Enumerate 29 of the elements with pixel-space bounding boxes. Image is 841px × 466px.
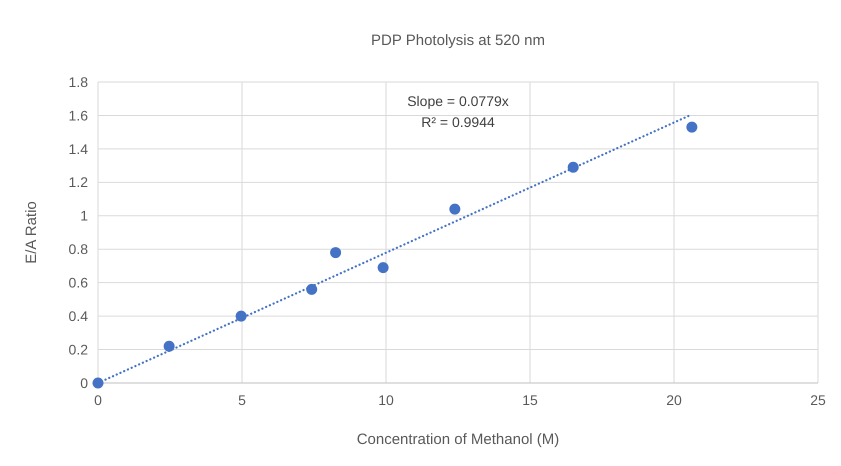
y-tick-label: 1.4 — [68, 140, 88, 157]
y-tick-label: 0.2 — [68, 341, 88, 358]
y-axis-title: E/A Ratio — [23, 201, 40, 264]
x-tick-label: 0 — [94, 392, 102, 408]
point — [378, 262, 389, 274]
y-tick-label: 1.2 — [68, 174, 88, 190]
x-tick-label: 10 — [378, 392, 394, 408]
x-tick-label: 5 — [238, 392, 246, 408]
x-tick-label: 15 — [522, 392, 538, 408]
annotation: Slope = 0.0779x — [407, 93, 509, 109]
x-axis-title: Concentration of Methanol (M) — [356, 431, 560, 448]
point — [449, 204, 460, 215]
y-tick-label: 0 — [80, 374, 88, 391]
point — [330, 247, 342, 258]
x-tick-label: 20 — [666, 392, 682, 408]
x-tick-label: 25 — [810, 392, 826, 408]
y-tick-label: 0.4 — [68, 308, 88, 324]
y-tick-label: 1.6 — [68, 107, 88, 124]
point — [236, 310, 247, 322]
point — [306, 284, 318, 295]
point — [92, 378, 104, 388]
point — [164, 340, 175, 352]
y-tick-label: 1.8 — [68, 74, 88, 90]
y-tick-label: 1 — [80, 208, 88, 224]
annotation: R² = 0.9944 — [421, 114, 495, 130]
y-tick-label: 0.8 — [68, 241, 88, 258]
chart-title: PDP Photolysis at 520 nm — [371, 32, 545, 49]
y-tick-label: 0.6 — [68, 274, 88, 291]
point — [686, 122, 698, 133]
